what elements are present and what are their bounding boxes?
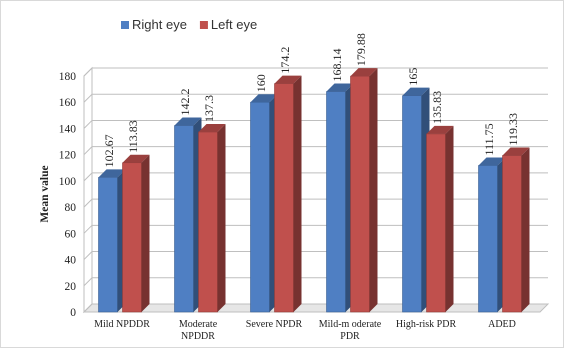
bar: [402, 95, 422, 313]
data-label: 119.33: [506, 113, 520, 146]
bar-top: [426, 125, 454, 134]
y-tick-label: 60: [65, 228, 77, 240]
gridline: [83, 146, 548, 156]
y-tick-label: 140: [59, 123, 77, 135]
gridline: [83, 119, 548, 129]
legend-label: Right eye: [132, 17, 187, 32]
y-tick-label: 40: [65, 255, 77, 267]
bar-side: [521, 147, 530, 312]
bar: [502, 155, 522, 313]
bar: [98, 177, 118, 313]
side-wall: [83, 66, 93, 314]
x-tick-label: High-risk PDR: [396, 319, 457, 330]
bar-side: [445, 125, 454, 313]
legend-swatch: [121, 21, 129, 29]
bar-top: [402, 87, 430, 96]
gridline: [83, 277, 548, 287]
data-label: 135.83: [430, 91, 444, 124]
y-tick-label: 160: [59, 97, 77, 109]
bar: [198, 131, 218, 313]
bar-top: [198, 123, 226, 132]
bar-side: [217, 123, 226, 313]
x-tick-label: Moderate: [179, 319, 218, 330]
y-tick-label: 100: [59, 176, 77, 188]
bar-top: [350, 68, 378, 77]
bar-top: [274, 75, 302, 84]
x-tick-label: Severe NPDR: [246, 319, 303, 330]
gridline: [83, 67, 548, 77]
bar-top: [174, 117, 202, 126]
gridline: [83, 251, 548, 260]
x-tick-label: NPDDR: [181, 331, 215, 342]
y-tick-label: 120: [59, 150, 77, 162]
bar: [122, 162, 142, 313]
x-tick-label: PDR: [340, 331, 360, 342]
bar-top: [326, 83, 354, 92]
data-label: 174.2: [278, 47, 292, 74]
bar: [350, 75, 370, 313]
data-label: 102.67: [102, 134, 116, 167]
data-label: 113.83: [126, 120, 140, 153]
gridline: [83, 172, 548, 182]
bar: [478, 165, 498, 313]
data-label: 137.3: [202, 95, 216, 122]
legend-label: Left eye: [211, 17, 257, 32]
bar-side: [141, 154, 150, 312]
bar: [326, 91, 346, 313]
gridline: [83, 224, 548, 234]
bar: [274, 83, 294, 313]
bar-side: [293, 75, 302, 312]
data-label: 168.14: [330, 49, 344, 82]
y-tick-label: 180: [59, 71, 77, 83]
bar: [250, 101, 270, 313]
gridline: [83, 93, 548, 103]
x-tick-label: Mild-m oderate: [319, 319, 382, 330]
data-label: 179.88: [354, 33, 368, 66]
bar-top: [502, 147, 530, 156]
data-label: 111.75: [482, 123, 496, 155]
bar-top: [122, 154, 150, 163]
data-label: 142.2: [178, 89, 192, 116]
y-tick-label: 20: [65, 281, 77, 293]
y-tick-label: 0: [70, 307, 76, 319]
bar: [426, 133, 446, 313]
y-tick-label: 80: [65, 202, 77, 214]
x-tick-label: ADED: [488, 319, 516, 330]
bar-top: [250, 94, 278, 103]
data-label: 160: [254, 74, 268, 92]
x-tick-label: Mild NPDDR: [94, 319, 150, 330]
bar: [174, 125, 194, 313]
bar-top: [478, 157, 506, 166]
legend-swatch: [199, 21, 208, 29]
bar-side: [369, 68, 378, 312]
y-axis-title: Mean value: [39, 165, 51, 222]
bar-top: [98, 169, 126, 178]
gridline: [83, 198, 548, 208]
data-label: 165: [406, 68, 420, 86]
gridline: [83, 303, 548, 313]
